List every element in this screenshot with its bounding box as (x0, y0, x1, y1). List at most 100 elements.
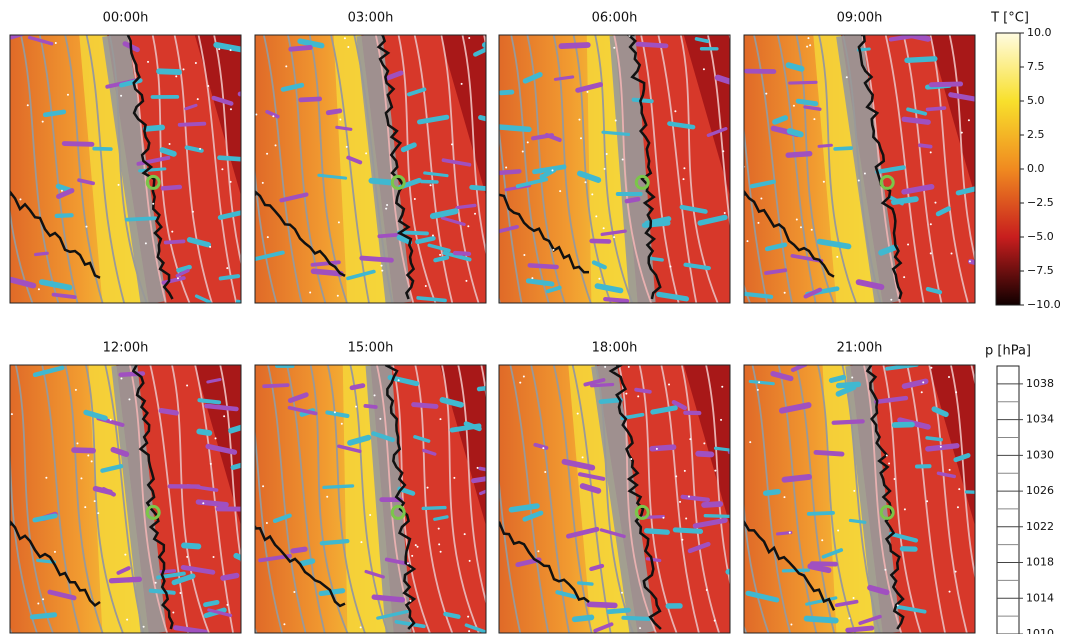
front-streak (927, 438, 941, 440)
wind-dot (688, 496, 690, 498)
front-streak (636, 390, 650, 392)
wind-dot (823, 181, 825, 183)
front-streak (766, 492, 778, 493)
front-streak (704, 504, 720, 505)
wind-dot (477, 467, 479, 469)
wind-dot (888, 462, 890, 464)
wind-dot (339, 119, 341, 121)
wind-dot (469, 560, 471, 562)
front-streak (530, 265, 557, 267)
tick-label: 1026 (1026, 484, 1054, 497)
wind-dot (42, 598, 44, 600)
panel-title: 00:00h (103, 11, 149, 26)
wind-dot (622, 158, 624, 160)
wind-dot (969, 260, 971, 262)
front-streak (146, 127, 163, 129)
wind-dot (266, 153, 268, 155)
wind-dot (440, 551, 442, 553)
front-streak (766, 270, 785, 273)
front-streak (219, 158, 246, 160)
front-streak (698, 454, 711, 455)
wind-dot (907, 244, 909, 246)
front-streak (423, 508, 445, 509)
wind-dot (468, 37, 470, 39)
front-streak (291, 47, 311, 49)
wind-dot (551, 169, 553, 171)
wind-dot (668, 384, 670, 386)
wind-dot (374, 394, 376, 396)
wind-dot (903, 276, 905, 278)
wind-dot (789, 532, 791, 534)
wind-dot (837, 529, 839, 531)
wind-dot (957, 506, 959, 508)
wind-dot (344, 37, 346, 39)
front-streak (911, 35, 928, 39)
wind-dot (955, 391, 957, 393)
front-streak (798, 101, 816, 103)
wind-dot (38, 288, 40, 290)
front-streak (399, 232, 427, 233)
map-panel (219, 360, 546, 634)
wind-dot (679, 501, 681, 503)
front-streak (199, 400, 219, 402)
front-streak (314, 271, 341, 273)
front-streak (328, 111, 339, 113)
wind-dot (807, 37, 809, 39)
front-streak (790, 82, 816, 83)
panel-title: 18:00h (592, 341, 638, 356)
wind-dot (930, 151, 932, 153)
front-streak (161, 411, 176, 413)
wind-dot (656, 448, 658, 450)
wind-dot (922, 381, 924, 383)
front-streak (528, 281, 552, 284)
front-streak (928, 289, 940, 292)
wind-dot (438, 528, 440, 530)
tick-label: 0.0 (1027, 162, 1045, 175)
wind-dot (128, 398, 130, 400)
wind-dot (949, 591, 951, 593)
wind-dot (346, 146, 348, 148)
wind-dot (669, 266, 671, 268)
wind-dot (461, 83, 463, 85)
front-streak (592, 241, 609, 242)
front-streak (647, 559, 659, 561)
map-panel (712, 30, 1035, 308)
front-streak (850, 520, 864, 522)
wind-dot (951, 252, 953, 254)
wind-dot (821, 539, 823, 541)
wind-dot (586, 91, 588, 93)
tick-label: 7.5 (1027, 60, 1045, 73)
wind-dot (848, 617, 850, 619)
streamline (0, 30, 10, 308)
tick-label: −7.5 (1027, 264, 1054, 277)
tick-label: 1014 (1026, 591, 1054, 604)
wind-dot (179, 592, 181, 594)
wind-dot (853, 597, 855, 599)
tick-label: 1010 (1026, 627, 1054, 634)
front-streak (64, 144, 92, 145)
wind-dot (218, 48, 220, 50)
front-streak (485, 42, 497, 45)
front-streak (457, 205, 475, 207)
wind-dot (796, 219, 798, 221)
wind-dot (381, 270, 383, 272)
front-streak (159, 71, 179, 72)
panel-title: 03:00h (348, 11, 394, 26)
front-streak (111, 579, 139, 580)
wind-dot (84, 506, 86, 508)
front-streak (575, 617, 592, 619)
wind-dot (210, 463, 212, 465)
front-streak (623, 618, 648, 619)
front-streak (647, 531, 668, 532)
wind-dot (355, 406, 357, 408)
front-streak (511, 506, 537, 510)
front-streak (223, 576, 237, 579)
front-streak (302, 561, 312, 563)
front-streak (499, 171, 519, 173)
wind-dot (143, 626, 145, 628)
front-streak (644, 223, 667, 225)
wind-dot (334, 411, 336, 413)
front-streak (745, 294, 771, 297)
wind-dot (192, 211, 194, 213)
front-streak (638, 44, 666, 46)
